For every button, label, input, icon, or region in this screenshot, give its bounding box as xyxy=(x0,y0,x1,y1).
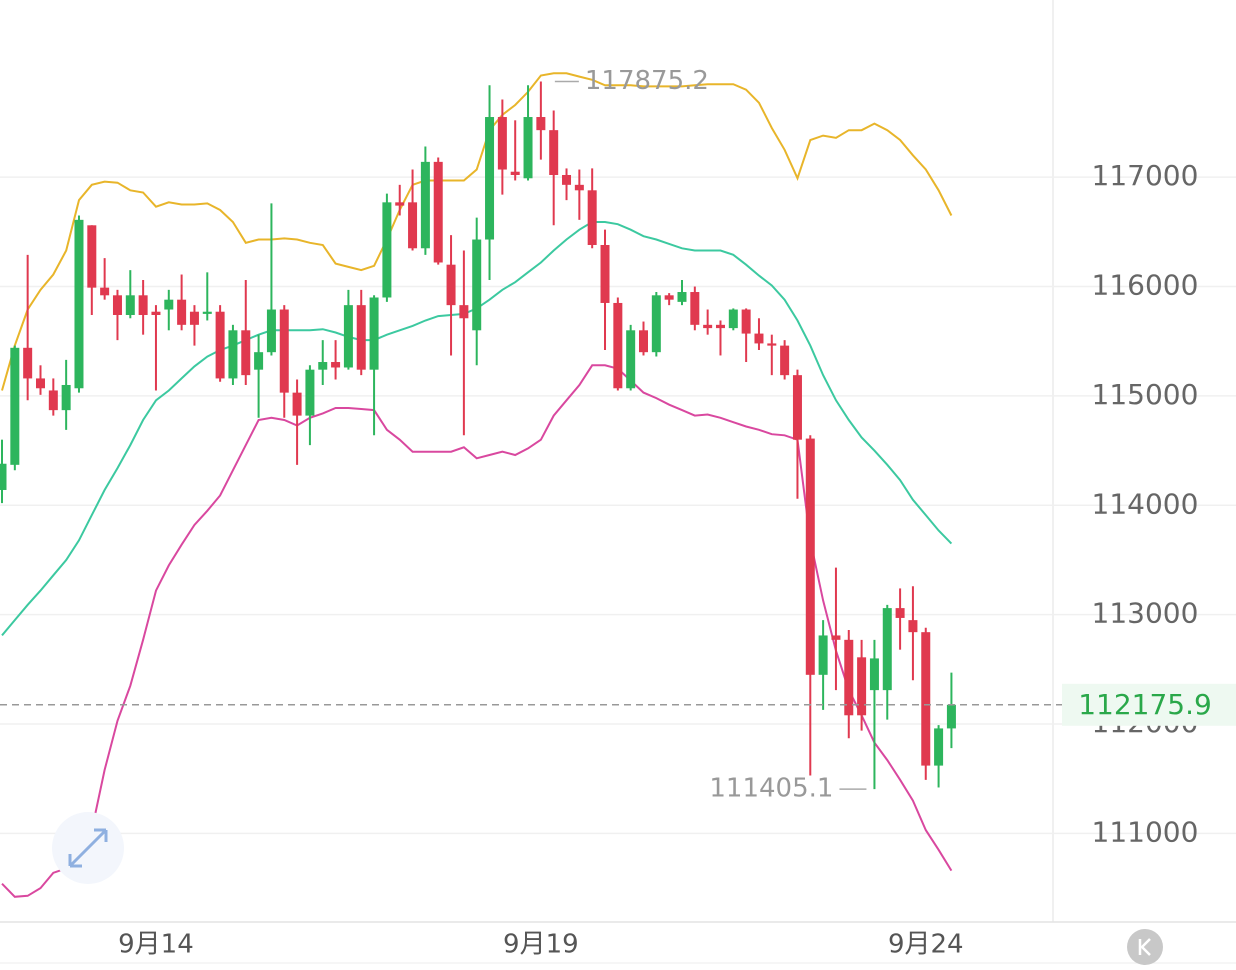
candle-body xyxy=(10,347,20,465)
y-tick-label: 111000 xyxy=(1092,815,1199,848)
candle-body xyxy=(805,438,815,675)
candle-body xyxy=(639,330,648,353)
candle-body xyxy=(934,728,944,766)
candle-body xyxy=(343,305,353,368)
candle-body xyxy=(844,639,854,716)
candle-body xyxy=(587,190,597,245)
candle-body xyxy=(74,219,84,389)
candle-body xyxy=(87,225,97,288)
candle-body xyxy=(780,345,790,376)
y-tick-label: 114000 xyxy=(1092,487,1199,520)
candle-body xyxy=(459,305,469,319)
candle-body xyxy=(497,117,507,170)
kline-button[interactable] xyxy=(1127,929,1163,965)
candle-body xyxy=(0,463,7,490)
candle-body xyxy=(510,171,520,175)
candle-body xyxy=(100,287,110,296)
x-tick-label: 9月19 xyxy=(503,930,579,960)
candle-body xyxy=(857,657,867,716)
max-label: 117875.2 xyxy=(585,66,709,96)
candle-body xyxy=(177,299,187,325)
candle-body xyxy=(818,635,828,675)
candle-body xyxy=(831,635,841,640)
candle-body xyxy=(138,295,148,315)
candle-body xyxy=(446,264,456,306)
candle-body xyxy=(754,333,764,344)
candle-body xyxy=(626,330,636,389)
candle-body xyxy=(395,202,405,206)
candle-body xyxy=(536,117,546,131)
candle-body xyxy=(767,343,777,346)
candle-body xyxy=(305,369,315,416)
band-line xyxy=(1,72,953,391)
candle-body xyxy=(792,375,802,440)
candle-body xyxy=(318,362,328,370)
candle-body xyxy=(946,704,956,729)
candle-body xyxy=(549,130,559,175)
candle-body xyxy=(741,309,751,334)
candle-body xyxy=(369,297,379,370)
candle-body xyxy=(869,658,879,691)
candle-body xyxy=(895,608,905,618)
candle-body xyxy=(151,311,161,315)
candle-body xyxy=(908,620,918,633)
candle-body xyxy=(420,161,430,249)
candle-body xyxy=(292,392,302,416)
candle-body xyxy=(23,347,33,379)
expand-icon[interactable] xyxy=(68,828,108,868)
x-tick-label: 9月24 xyxy=(888,930,964,960)
kline-icon[interactable] xyxy=(1138,938,1151,956)
candle-body xyxy=(408,202,418,249)
candle-body xyxy=(164,299,174,310)
candle-body xyxy=(921,632,931,766)
candle-body xyxy=(241,330,251,376)
plot xyxy=(0,72,1236,898)
candle-body xyxy=(651,295,661,353)
candle-body xyxy=(125,295,135,315)
candle-body xyxy=(215,311,225,379)
y-tick-label: 115000 xyxy=(1092,378,1199,411)
expand-button[interactable] xyxy=(52,812,124,884)
candle-body xyxy=(356,305,366,370)
y-tick-label: 116000 xyxy=(1092,269,1199,302)
candle-body xyxy=(703,324,713,329)
candle-body xyxy=(600,244,610,303)
candle-body xyxy=(266,309,276,353)
candle-body xyxy=(485,117,495,240)
candle-body xyxy=(228,330,238,379)
price-label-bg xyxy=(1062,683,1236,726)
candle-body xyxy=(112,295,122,315)
candle-body xyxy=(562,174,572,185)
candle-body xyxy=(189,311,199,325)
min-label: 111405.1 xyxy=(709,774,833,804)
candle-body xyxy=(433,161,443,263)
candle-body xyxy=(331,362,341,368)
candle-body xyxy=(523,117,533,179)
price-label: 112175.9 xyxy=(1078,688,1212,721)
candle-body xyxy=(61,384,71,411)
candle-body xyxy=(613,302,623,389)
y-tick-label: 113000 xyxy=(1092,597,1199,630)
candle-body xyxy=(677,292,687,302)
candle-body xyxy=(254,352,264,370)
candle-body xyxy=(382,202,392,298)
candle-body xyxy=(574,184,584,191)
x-tick-label: 9月14 xyxy=(118,930,194,960)
candle-body xyxy=(35,378,45,389)
y-tick-label: 117000 xyxy=(1092,159,1199,192)
candle-body xyxy=(279,309,289,393)
candle-body xyxy=(48,390,58,411)
kline-button-bg[interactable] xyxy=(1127,929,1163,965)
candle-body xyxy=(202,311,212,314)
candle-body xyxy=(728,309,738,329)
candle-body xyxy=(882,608,892,691)
candle-body xyxy=(690,292,700,325)
candle-body xyxy=(472,239,482,331)
candle-body xyxy=(715,324,725,329)
candle-body xyxy=(664,295,674,300)
